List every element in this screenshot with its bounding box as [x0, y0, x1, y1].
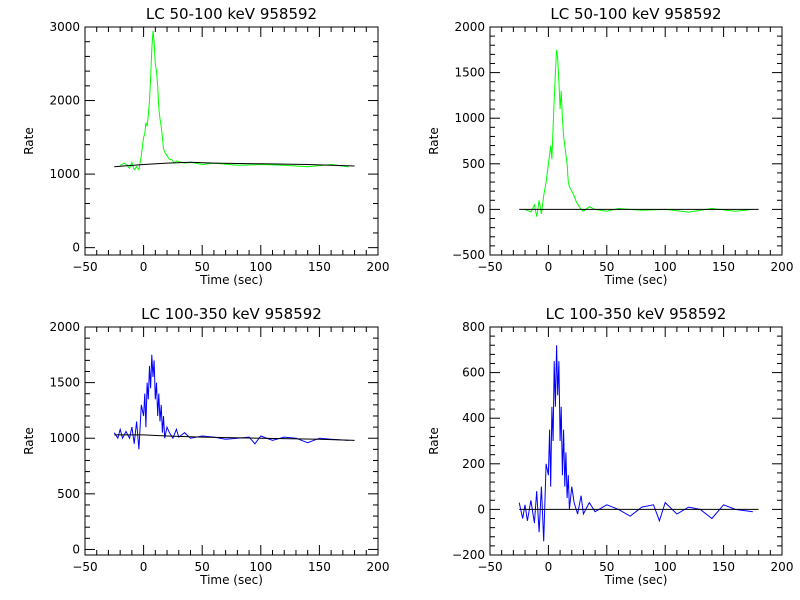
y-tick-label: 2000 — [49, 94, 80, 108]
panel-2: LC 50-100 keV 958592−50 0 50 100 150 200−5000… — [427, 5, 793, 287]
x-tick-label: −50 — [72, 560, 97, 574]
panel-1: LC 50-100 keV 958592−50 0 50 100 150 20001000… — [22, 5, 389, 287]
x-tick-label: 0 — [140, 260, 148, 274]
x-tick-label: 200 — [367, 260, 390, 274]
y-tick-label: 200 — [462, 457, 485, 471]
x-axis-label: Time (sec) — [604, 273, 668, 287]
x-tick-label: 50 — [195, 560, 210, 574]
plot-frame — [489, 26, 783, 256]
y-tick-label: 0 — [72, 241, 80, 255]
y-tick-label: 1500 — [49, 376, 80, 390]
x-tick-label: 50 — [195, 260, 210, 274]
x-axis-label: Time (sec) — [199, 573, 263, 587]
y-tick-label: 500 — [57, 487, 80, 501]
chart-title: LC 100-350 keV 958592 — [141, 305, 322, 323]
x-tick-label: 0 — [545, 260, 553, 274]
y-tick-label: 600 — [462, 366, 485, 380]
plot-frame — [84, 326, 379, 556]
y-tick-label: −200 — [452, 548, 485, 562]
y-axis-label: Rate — [427, 127, 441, 155]
series-line-data — [518, 345, 753, 542]
y-tick-label: 3000 — [49, 20, 80, 34]
x-tick-label: 150 — [308, 560, 331, 574]
y-tick-label: 0 — [72, 542, 80, 556]
chart-title: LC 100-350 keV 958592 — [546, 305, 727, 323]
y-axis-label: Rate — [427, 427, 441, 455]
x-tick-label: 100 — [249, 560, 272, 574]
x-tick-label: 200 — [771, 560, 794, 574]
y-tick-label: 1000 — [49, 431, 80, 445]
x-axis-label: Time (sec) — [199, 273, 263, 287]
series-line-background — [114, 161, 355, 168]
x-tick-label: 150 — [712, 560, 735, 574]
x-tick-label: 100 — [249, 260, 272, 274]
y-tick-label: 2000 — [49, 320, 80, 334]
y-axis-label: Rate — [22, 127, 36, 155]
x-tick-label: 100 — [654, 260, 677, 274]
y-axis-label: Rate — [22, 427, 36, 455]
x-tick-label: 200 — [367, 560, 390, 574]
x-tick-label: −50 — [477, 260, 502, 274]
y-tick-label: −500 — [452, 248, 485, 262]
y-tick-label: 0 — [477, 202, 485, 216]
y-tick-label: 0 — [477, 502, 485, 516]
y-tick-label: 2000 — [454, 20, 485, 34]
y-tick-label: 1000 — [49, 167, 80, 181]
series-line-background — [114, 434, 355, 441]
y-tick-label: 1500 — [454, 66, 485, 80]
plot-frame — [489, 326, 783, 556]
chart-title: LC 50-100 keV 958592 — [550, 5, 721, 23]
x-tick-label: 200 — [771, 260, 794, 274]
y-tick-label: 1000 — [454, 111, 485, 125]
x-tick-label: −50 — [477, 560, 502, 574]
series-line-data — [524, 49, 753, 217]
y-tick-label: 800 — [462, 320, 485, 334]
x-tick-label: 0 — [140, 560, 148, 574]
plot-frame — [84, 26, 379, 256]
series-line-data — [113, 354, 349, 450]
x-tick-label: 100 — [654, 560, 677, 574]
y-tick-label: 500 — [462, 157, 485, 171]
x-tick-label: 50 — [599, 260, 614, 274]
x-axis-label: Time (sec) — [604, 573, 668, 587]
y-tick-label: 400 — [462, 411, 485, 425]
x-tick-label: 0 — [545, 560, 553, 574]
x-tick-label: 150 — [712, 260, 735, 274]
x-tick-label: 150 — [308, 260, 331, 274]
x-tick-label: 50 — [599, 560, 614, 574]
x-tick-label: −50 — [72, 260, 97, 274]
series-line-data — [119, 30, 349, 171]
chart-title: LC 50-100 keV 958592 — [146, 5, 317, 23]
panel-3: LC 100-350 keV 958592−50 0 50 100 150 2000500… — [22, 305, 389, 587]
panel-4: LC 100-350 keV 958592 −50 0 50 100 150 200 −200… — [427, 305, 793, 587]
